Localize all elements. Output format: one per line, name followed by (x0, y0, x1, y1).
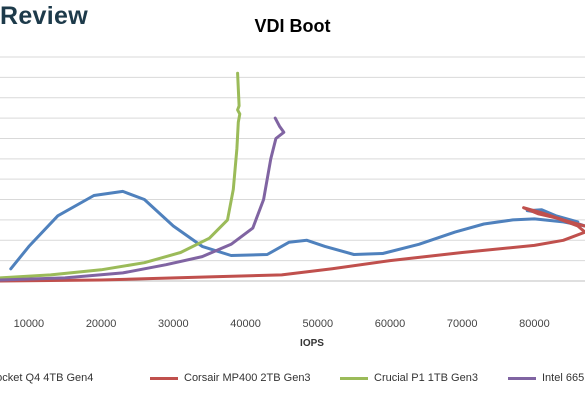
x-tick-label: 70000 (447, 318, 478, 330)
grid-lines (0, 56, 585, 282)
legend-item-intel-665: Intel 665 (508, 372, 584, 384)
series-line-0 (9, 189, 585, 271)
legend-label: Crucial P1 1TB Gen3 (374, 372, 478, 384)
x-axis-label: IOPS (300, 338, 324, 349)
legend-swatch-icon (150, 376, 178, 380)
legend-swatch-icon (340, 376, 368, 380)
brand-logo-text: Review (0, 2, 88, 30)
chart-title: VDI Boot (254, 16, 331, 36)
series-line-3 (0, 116, 286, 282)
legend-swatch-icon (508, 376, 536, 380)
x-tick-labels: 10000 20000 30000 40000 50000 60000 70000 80000 (14, 318, 550, 330)
legend-item-rocket-q4: nt Rocket Q4 4TB Gen4 (0, 372, 93, 384)
x-tick-label: 40000 (230, 318, 261, 330)
x-tick-label: 60000 (375, 318, 406, 330)
legend-label: nt Rocket Q4 4TB Gen4 (0, 372, 94, 384)
legend: nt Rocket Q4 4TB Gen4 Corsair MP400 2TB … (0, 372, 585, 390)
legend-label: Intel 665 (542, 372, 585, 384)
x-tick-label: 10000 (14, 318, 45, 330)
legend-item-crucial-p1: Crucial P1 1TB Gen3 (340, 372, 478, 384)
x-tick-label: 20000 (86, 318, 117, 330)
legend-label: Corsair MP400 2TB Gen3 (184, 372, 311, 384)
series-line-2 (0, 71, 242, 280)
series-lines (0, 71, 585, 283)
series-line-1 (0, 206, 585, 283)
legend-item-corsair-mp400: Corsair MP400 2TB Gen3 (150, 372, 311, 384)
x-tick-label: 30000 (158, 318, 189, 330)
x-tick-label: 80000 (519, 318, 550, 330)
x-tick-label: 50000 (302, 318, 333, 330)
